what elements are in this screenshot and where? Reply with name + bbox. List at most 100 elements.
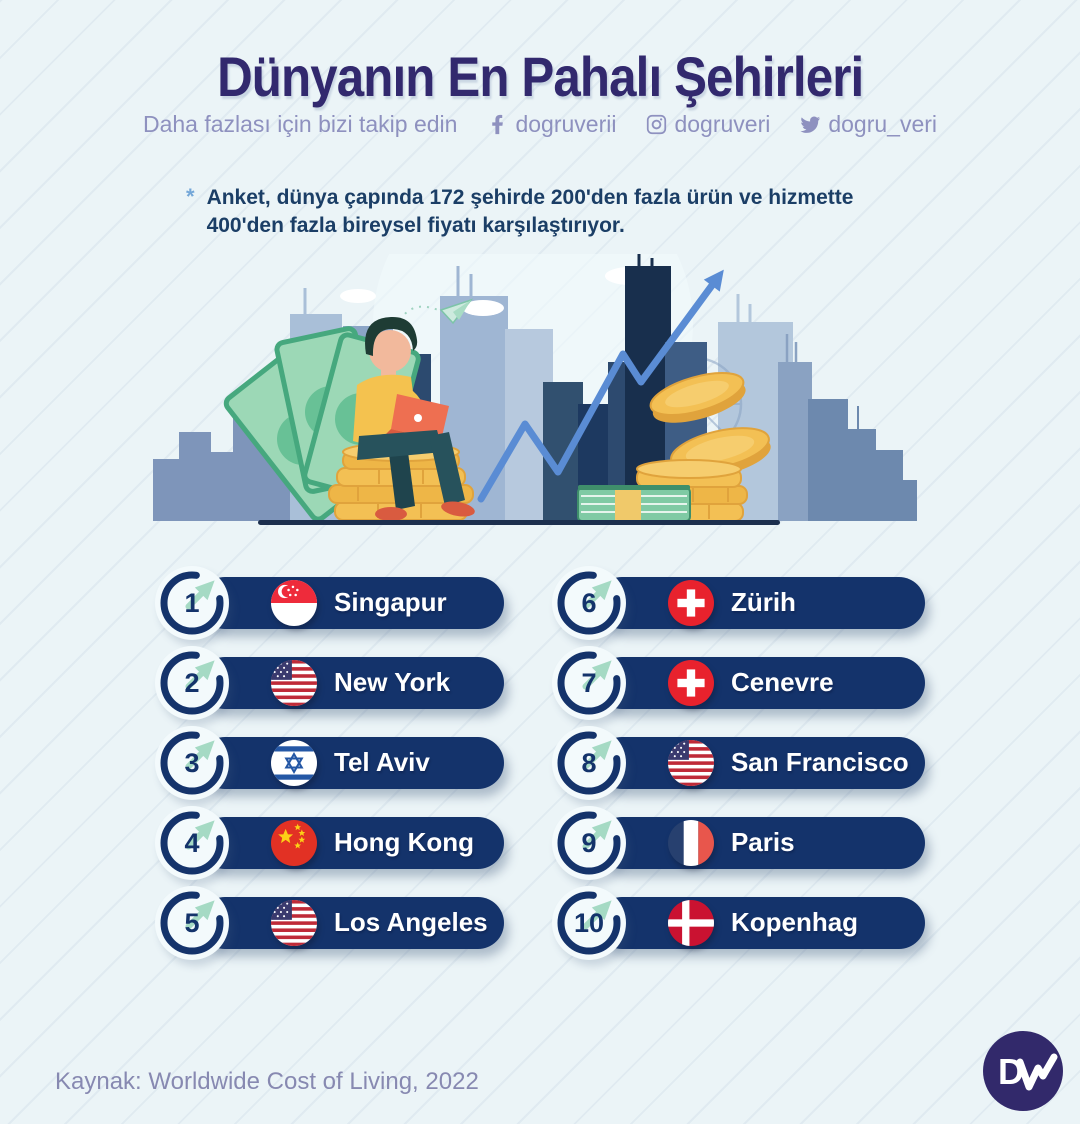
- ranking-row: 2 New York: [155, 645, 504, 720]
- rank-badge: 4: [155, 805, 229, 880]
- rank-number: 10: [574, 908, 604, 938]
- rank-ring-arrow-icon: 6: [557, 571, 621, 635]
- flag-slot: [271, 579, 317, 626]
- city-pill: Kopenhag: [595, 896, 925, 949]
- ranking-row: 3 Tel Aviv: [155, 725, 504, 800]
- city-label: Los Angeles: [334, 907, 488, 938]
- source-caption: Kaynak: Worldwide Cost of Living, 2022: [55, 1068, 479, 1095]
- instagram-handle: dogruveri: [674, 111, 771, 137]
- rank-badge: 7: [551, 645, 626, 720]
- flag-slot: [271, 739, 317, 786]
- city-label: Tel Aviv: [334, 747, 430, 778]
- rank-number: 4: [184, 828, 199, 858]
- rank-badge: 6: [551, 565, 626, 640]
- city-label: San Francisco: [730, 747, 909, 778]
- city-skyline-right: [777, 333, 917, 521]
- flag-slot: [667, 739, 714, 786]
- rank-badge: 9: [551, 805, 626, 880]
- page-title-text: Dünyanın En Pahalı Şehirleri: [216, 45, 864, 108]
- city-pill: Los Angeles: [199, 896, 504, 949]
- rank-ring-arrow-icon: 8: [557, 731, 621, 795]
- ranking-grid: 1 Singapur: [155, 565, 925, 960]
- rank-number: 5: [184, 908, 199, 938]
- france-flag-icon: [667, 819, 714, 866]
- ground-line: [257, 519, 780, 525]
- flag-slot: [271, 819, 317, 866]
- ranking-row: 8 San Francisco: [551, 725, 925, 800]
- rank-number: 3: [184, 748, 199, 778]
- rank-number: 7: [581, 668, 596, 698]
- ranking-row: 7 Cenevre: [551, 645, 925, 720]
- rank-badge: 8: [551, 725, 626, 800]
- usa-flag-icon: [271, 899, 317, 946]
- note-text: Anket, dünya çapında 172 şehirde 200'den…: [206, 186, 854, 237]
- ranking-row: 4 Hong Kong: [155, 805, 504, 880]
- illustration-svg: [152, 163, 917, 525]
- rank-number: 9: [581, 828, 596, 858]
- ranking-row: 5 Los Angeles: [155, 885, 504, 960]
- city-pill: San Francisco: [595, 736, 925, 789]
- city-label: Kopenhag: [730, 907, 859, 938]
- ranking-row: 1 Singapur: [155, 565, 504, 640]
- ranking-row: 9 Paris: [551, 805, 925, 880]
- flag-slot: [667, 819, 714, 866]
- city-pill: Tel Aviv: [199, 736, 504, 789]
- note-asterisk: *: [186, 184, 195, 209]
- rank-number: 6: [581, 588, 596, 618]
- flag-slot: [667, 579, 714, 626]
- twitter-icon: [800, 116, 821, 133]
- social-twitter: dogru_veri: [800, 111, 937, 138]
- city-label: Singapur: [334, 587, 447, 618]
- rank-badge: 3: [155, 725, 229, 800]
- switzerland-flag-icon: [667, 659, 714, 706]
- rank-ring-arrow-icon: 9: [557, 811, 621, 875]
- city-pill: Zürih: [595, 576, 925, 629]
- facebook-handle: dogruverii: [515, 111, 617, 137]
- rank-ring-arrow-icon: 4: [160, 811, 224, 875]
- dv-logo: D: [983, 1031, 1063, 1111]
- denmark-flag-icon: [667, 899, 714, 946]
- twitter-handle: dogru_veri: [828, 111, 938, 137]
- city-label: Cenevre: [730, 667, 834, 698]
- person-with-laptop: [352, 316, 475, 521]
- rank-badge: 2: [155, 645, 229, 720]
- city-label: Zürih: [730, 587, 796, 618]
- rank-number: 1: [184, 588, 199, 618]
- city-pill: Paris: [595, 816, 925, 869]
- facebook-icon: [492, 114, 504, 135]
- paper-plane-icon: [394, 298, 473, 328]
- money-bundle: [576, 484, 691, 523]
- social-facebook: dogruverii: [487, 111, 616, 138]
- rank-ring-arrow-icon: 10: [557, 891, 621, 955]
- social-instagram: dogruveri: [646, 111, 770, 138]
- city-pill: New York: [199, 656, 504, 709]
- rank-badge: 10: [551, 885, 626, 960]
- ranking-row: 10 Kopenhag: [551, 885, 925, 960]
- survey-note: * Anket, dünya çapında 172 şehirde 200'd…: [186, 184, 910, 240]
- rank-badge: 1: [155, 565, 229, 640]
- usa-flag-icon: [667, 739, 714, 786]
- city-label: Paris: [730, 827, 795, 858]
- subtitle-text: Daha fazlası için bizi takip edin: [142, 111, 458, 137]
- china-flag-icon: [271, 819, 317, 866]
- rank-badge: 5: [155, 885, 229, 960]
- subtitle-row: Daha fazlası için bizi takip edin dogruv…: [0, 111, 1080, 138]
- flag-slot: [271, 899, 317, 946]
- city-finance-illustration: [152, 163, 928, 534]
- rank-ring-arrow-icon: 2: [160, 651, 224, 715]
- city-label: New York: [334, 667, 451, 698]
- switzerland-flag-icon: [667, 579, 714, 626]
- rank-ring-arrow-icon: 7: [557, 651, 621, 715]
- infographic-poster: { "header": { "title": "Dünyanın En Paha…: [0, 44, 1080, 1124]
- rank-ring-arrow-icon: 3: [160, 731, 224, 795]
- usa-flag-icon: [271, 659, 317, 706]
- rank-ring-arrow-icon: 5: [160, 891, 224, 955]
- city-pill: Cenevre: [595, 656, 925, 709]
- page-title: Dünyanın En Pahalı Şehirleri: [0, 44, 1080, 109]
- city-pill: Hong Kong: [199, 816, 504, 869]
- flag-slot: [271, 659, 317, 706]
- israel-flag-icon: [271, 739, 317, 786]
- city-pill: Singapur: [199, 576, 504, 629]
- rank-ring-arrow-icon: 1: [160, 571, 224, 635]
- singapore-flag-icon: [271, 579, 317, 626]
